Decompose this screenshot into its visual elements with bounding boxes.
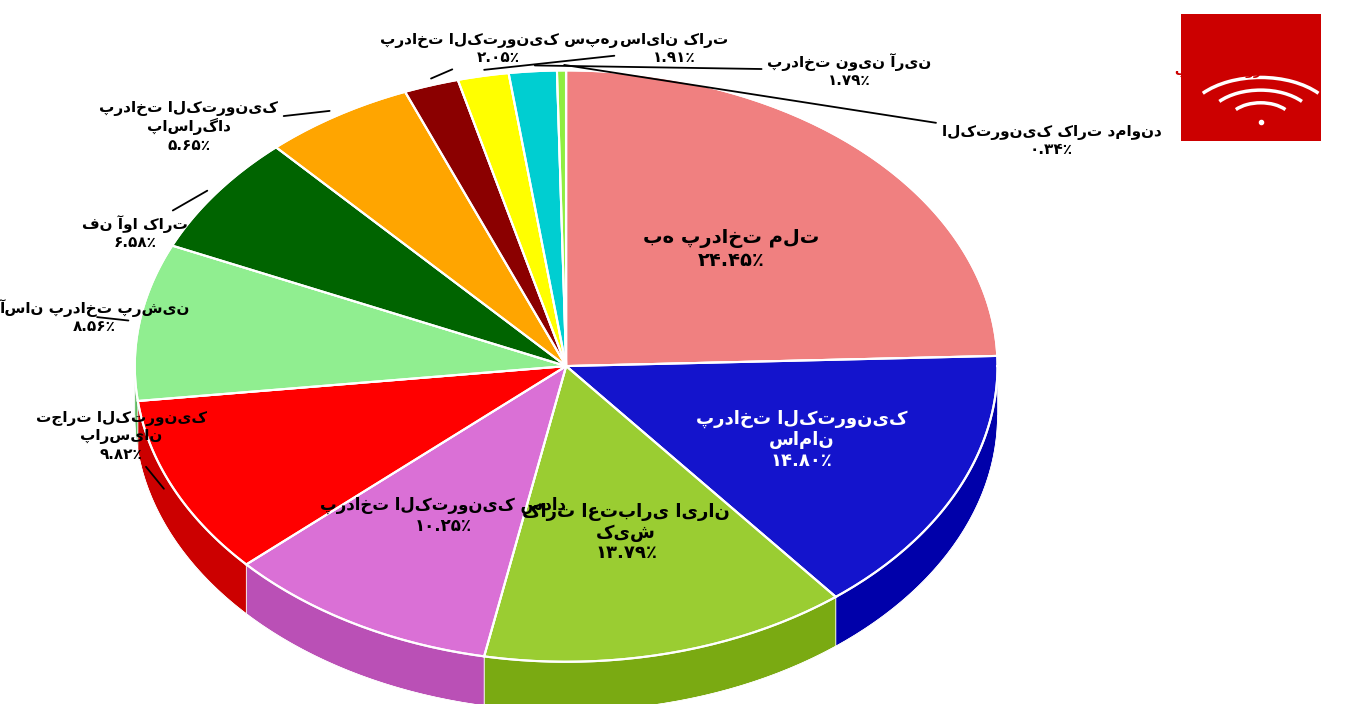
Polygon shape <box>458 73 566 366</box>
Text: بورس نیوز: بورس نیوز <box>1174 65 1260 77</box>
Text: پرداخت الکترونیک سداد
۱۰.۲۵٪: پرداخت الکترونیک سداد ۱۰.۲۵٪ <box>321 496 566 535</box>
Text: پرداخت الکترونیک
پاسارگاد
۵.۶۵٪: پرداخت الکترونیک پاسارگاد ۵.۶۵٪ <box>100 101 330 153</box>
Text: پرداخت نوین آرین
۱.۷۹٪: پرداخت نوین آرین ۱.۷۹٪ <box>535 53 931 88</box>
Polygon shape <box>247 366 566 656</box>
Polygon shape <box>484 366 836 662</box>
Polygon shape <box>566 70 998 366</box>
Text: آسان پرداخت پرشین
۸.۵۶٪: آسان پرداخت پرشین ۸.۵۶٪ <box>0 299 190 334</box>
Polygon shape <box>276 92 566 366</box>
Text: تجارت الکترونیک
پارسیان
۹.۸۲٪: تجارت الکترونیک پارسیان ۹.۸۲٪ <box>36 411 206 489</box>
Text: کارت اعتباری ایران
کیش
۱۳.۷۹٪: کارت اعتباری ایران کیش ۱۳.۷۹٪ <box>522 503 731 562</box>
Text: الکترونیک کارت دماوند
۰.۳۴٪: الکترونیک کارت دماوند ۰.۳۴٪ <box>565 65 1162 157</box>
Text: پرداخت الکترونیک
سامان
۱۴.۸۰٪: پرداخت الکترونیک سامان ۱۴.۸۰٪ <box>696 410 907 470</box>
Polygon shape <box>406 80 566 366</box>
Text: فن آوا کارت
۶.۵۸٪: فن آوا کارت ۶.۵۸٪ <box>82 191 208 250</box>
Polygon shape <box>135 246 566 401</box>
Text: به پرداخت ملت
۲۴.۴۵٪: به پرداخت ملت ۲۴.۴۵٪ <box>643 229 820 270</box>
Polygon shape <box>557 70 566 366</box>
Polygon shape <box>137 401 247 614</box>
Polygon shape <box>173 147 566 366</box>
Polygon shape <box>247 565 484 704</box>
Polygon shape <box>135 367 137 451</box>
Text: پرداخت الکترونیک سپهر
۲.۰۵٪: پرداخت الکترونیک سپهر ۲.۰۵٪ <box>380 33 617 79</box>
Polygon shape <box>508 70 566 366</box>
Polygon shape <box>566 356 998 597</box>
Polygon shape <box>484 597 836 704</box>
Polygon shape <box>836 367 998 646</box>
Polygon shape <box>137 366 566 565</box>
Bar <box>1181 14 1321 141</box>
Text: سایان کارت
۱.۹۱٪: سایان کارت ۱.۹۱٪ <box>484 33 728 70</box>
